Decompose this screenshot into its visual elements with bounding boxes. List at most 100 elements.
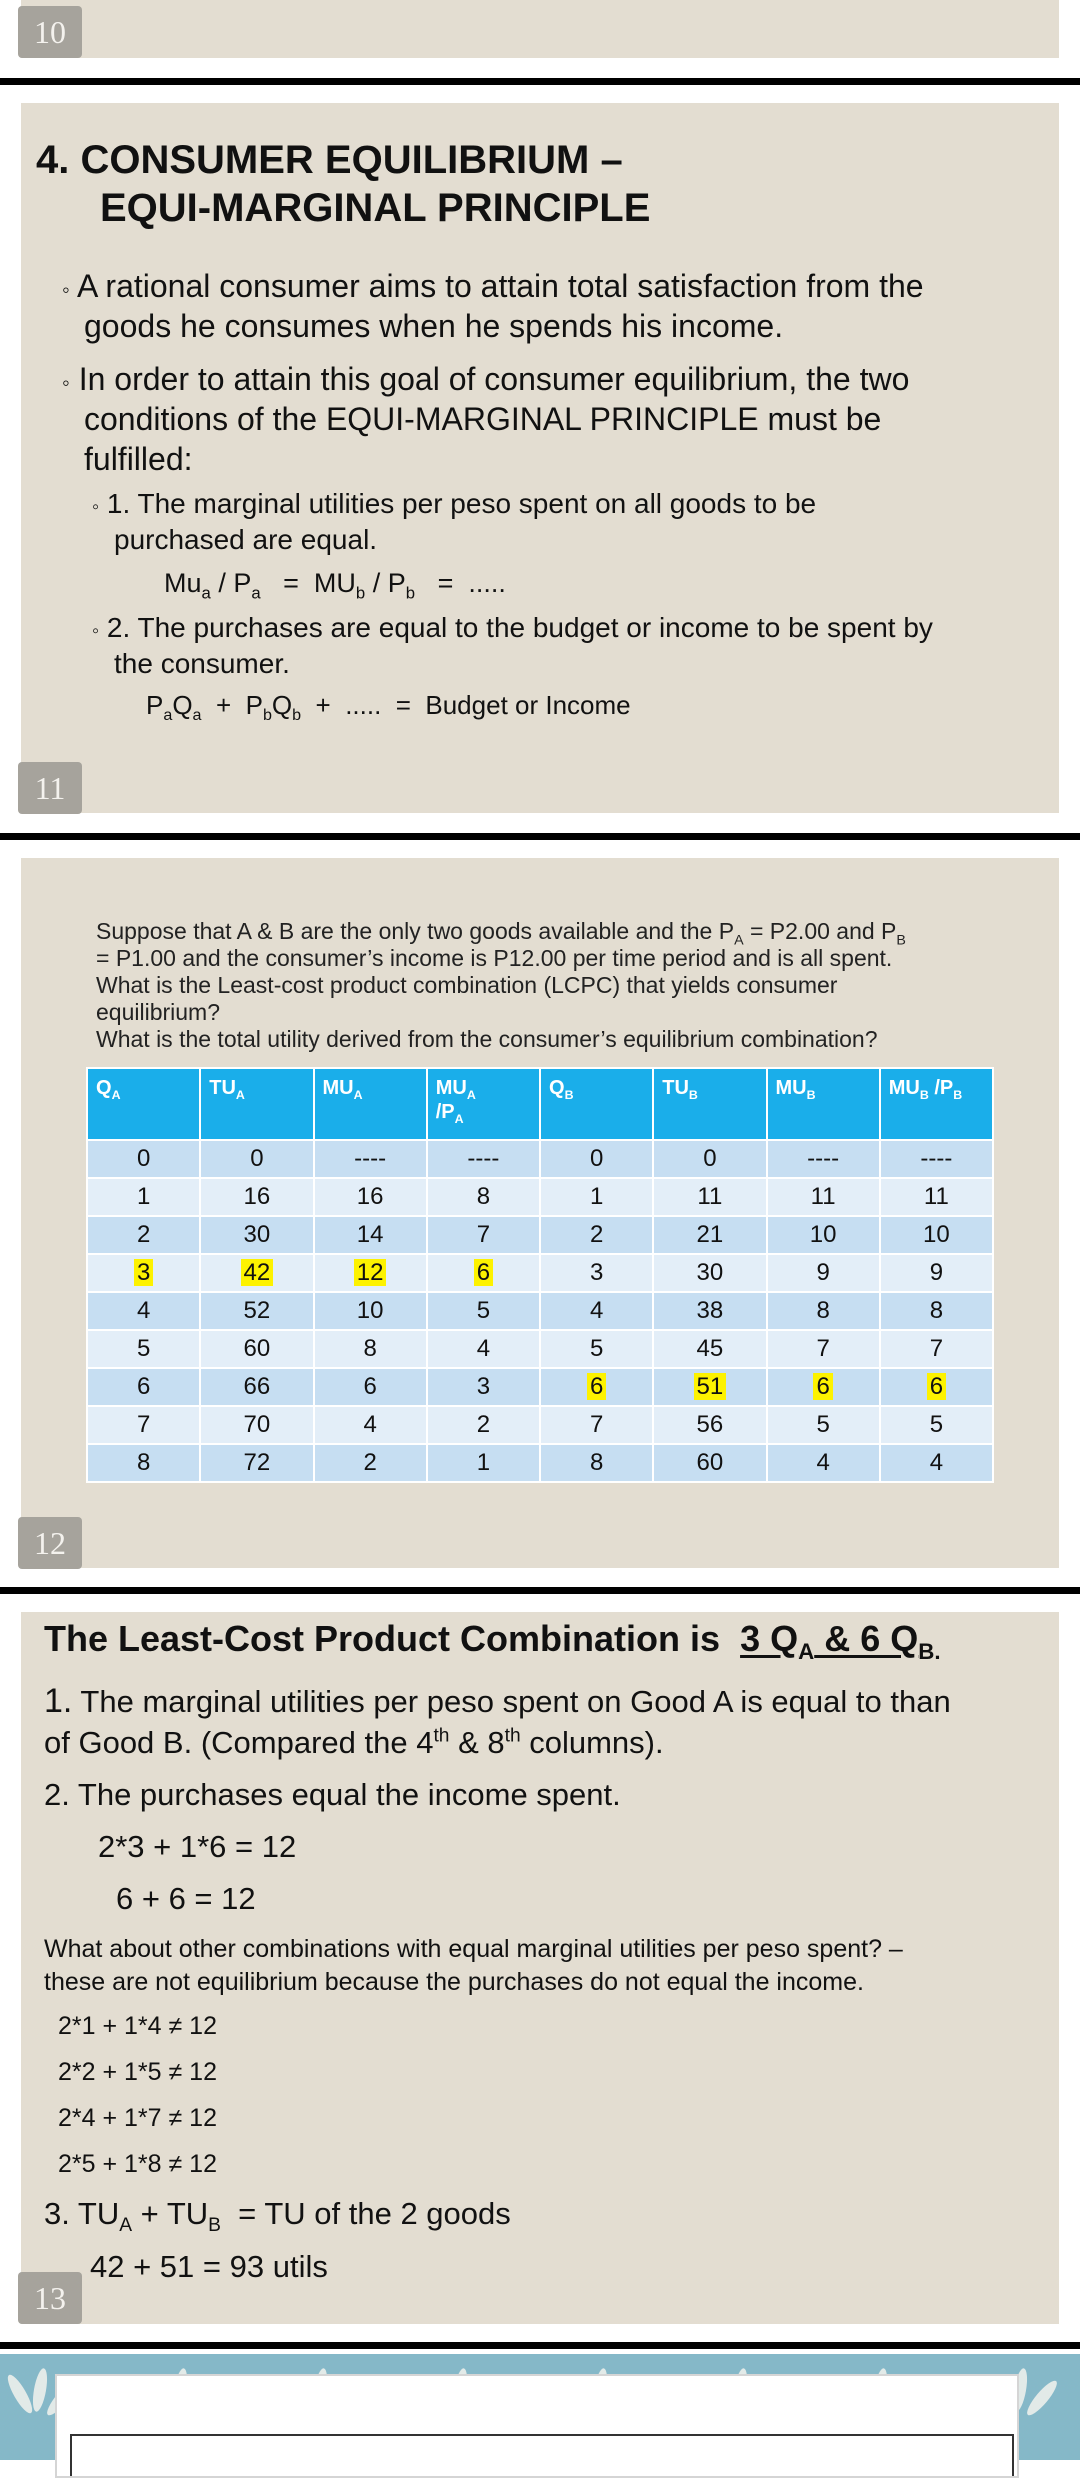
calc-line1: 2*3 + 1*6 = 12 — [98, 1829, 297, 1864]
col-tub: TUB — [652, 1067, 768, 1141]
table-cell: 11 — [652, 1177, 768, 1217]
bullet-marker: ◦ — [62, 370, 70, 395]
table-cell: 14 — [312, 1215, 428, 1255]
table-cell: 9 — [878, 1253, 995, 1293]
table-cell: 11 — [878, 1177, 995, 1217]
table-cell: 6 — [425, 1253, 542, 1293]
point-3: 3. TUA + TUB = TU of the 2 goods — [44, 2196, 511, 2237]
question-line2: = P1.00 and the consumer’s income is P12… — [96, 945, 893, 971]
bullet-1-line1: A rational consumer aims to attain total… — [76, 268, 924, 304]
table-row: 5 60 8 4 5 45 7 7 — [85, 1329, 995, 1369]
calc-line2: 6 + 6 = 12 — [116, 1881, 256, 1916]
slide-divider — [0, 833, 1080, 840]
col-mua-pa: MUA/PA — [425, 1067, 542, 1141]
col-qb: QB — [538, 1067, 655, 1141]
table-cell: 3 — [85, 1253, 202, 1293]
slide-title-line1: 4. CONSUMER EQUILIBRIUM – — [36, 138, 623, 182]
col-mub-pb: MUB /PB — [878, 1067, 995, 1141]
bullet-marker: ◦ — [92, 620, 100, 642]
table-cell: 8 — [765, 1291, 881, 1331]
table-cell: 60 — [199, 1329, 315, 1369]
point-1-line2: of Good B. (Compared the 4th & 8th colum… — [44, 1725, 664, 1760]
lcpc-title-text: The Least-Cost Product Combination is — [44, 1618, 721, 1659]
table-cell: 1 — [85, 1177, 202, 1217]
slide-divider — [0, 1587, 1080, 1594]
table-cell: 3 — [538, 1253, 655, 1293]
table-cell: 8 — [312, 1329, 428, 1369]
table-row-equilibrium-b: 6 66 6 3 6 51 6 6 — [85, 1367, 995, 1407]
table-cell: 4 — [538, 1291, 655, 1331]
table-cell: 72 — [199, 1443, 315, 1483]
point-1-number: 1. — [44, 1682, 73, 1720]
table-cell: 5 — [878, 1405, 995, 1445]
condition-1: ◦ 1. The marginal utilities per peso spe… — [92, 486, 816, 525]
question-text: Suppose that A & B are the only two good… — [96, 918, 735, 944]
slide-11 — [21, 103, 1059, 813]
table-cell: 6 — [765, 1367, 881, 1407]
bullet-marker: ◦ — [62, 277, 70, 302]
inequality-2: 2*2 + 1*5 ≠ 12 — [58, 2058, 217, 2086]
col-qa: QA — [85, 1067, 202, 1141]
bullet-2: ◦ In order to attain this goal of consum… — [62, 359, 909, 403]
table-cell: 7 — [425, 1215, 542, 1255]
condition-2-line2: the consumer. — [114, 648, 290, 679]
highlight: 42 — [240, 1259, 274, 1286]
table-cell: 3 — [425, 1367, 542, 1407]
bullet-2-line3: fulfilled: — [84, 441, 193, 477]
table-cell: 56 — [652, 1405, 768, 1445]
inequality-1: 2*1 + 1*4 ≠ 12 — [58, 2012, 217, 2040]
question-line5: What is the total utility derived from t… — [96, 1026, 878, 1052]
table-cell: ---- — [425, 1139, 542, 1179]
table-cell: 2 — [425, 1405, 542, 1445]
table-cell: 5 — [538, 1329, 655, 1369]
table-cell: 16 — [312, 1177, 428, 1217]
highlight: 6 — [813, 1373, 833, 1400]
utility-table: QA TUA MUA MUA/PA QB TUB MUB MUB /PB 0 0… — [85, 1067, 995, 1483]
table-cell: 0 — [652, 1139, 768, 1179]
condition-1-line2: purchased are equal. — [114, 524, 378, 555]
table-cell: 51 — [652, 1367, 768, 1407]
page-number-13: 13 — [18, 2272, 82, 2324]
table-cell: 0 — [538, 1139, 655, 1179]
table-row: 4 52 10 5 4 38 8 8 — [85, 1291, 995, 1331]
table-cell: 2 — [312, 1443, 428, 1483]
table-cell: 4 — [425, 1329, 542, 1369]
highlight: 51 — [693, 1373, 727, 1400]
slide-10 — [21, 0, 1059, 58]
table-header-row: QA TUA MUA MUA/PA QB TUB MUB MUB /PB — [85, 1067, 995, 1141]
col-mua: MUA — [312, 1067, 428, 1141]
table-cell: 7 — [85, 1405, 202, 1445]
table-row: 1 16 16 8 1 11 11 11 — [85, 1177, 995, 1217]
table-cell: ---- — [765, 1139, 881, 1179]
table-cell: 52 — [199, 1291, 315, 1331]
highlight: 6 — [586, 1373, 607, 1400]
table-cell: 10 — [312, 1291, 428, 1331]
slide-divider — [0, 78, 1080, 85]
table-cell: 60 — [652, 1443, 768, 1483]
bullet-1: ◦ A rational consumer aims to attain tot… — [62, 266, 924, 310]
bullet-2-line1: In order to attain this goal of consumer… — [78, 361, 910, 397]
table-cell: 16 — [199, 1177, 315, 1217]
table-cell: 42 — [199, 1253, 315, 1293]
equimarginal-formula: Mua / Pa = MUb / Pb = ..... — [164, 568, 506, 603]
point-1-line1: 1. The marginal utilities per peso spent… — [44, 1682, 951, 1721]
budget-formula: PaQa + PbQb + ..... = Budget or Income — [146, 690, 631, 725]
table-cell: 9 — [765, 1253, 881, 1293]
total-utility-calc: 42 + 51 = 93 utils — [90, 2249, 328, 2284]
condition-1-line1: 1. The marginal utilities per peso spent… — [106, 488, 817, 519]
table-cell: 2 — [538, 1215, 655, 1255]
page-number-12: 12 — [18, 1517, 82, 1569]
table-cell: 4 — [85, 1291, 202, 1331]
table-cell: 1 — [425, 1443, 542, 1483]
table-cell: 45 — [652, 1329, 768, 1369]
question-line3: What is the Least-cost product combinati… — [96, 972, 838, 998]
table-cell: 4 — [312, 1405, 428, 1445]
table-cell: 1 — [538, 1177, 655, 1217]
table-cell: 8 — [85, 1443, 202, 1483]
table-row: 0 0 ---- ---- 0 0 ---- ---- — [85, 1139, 995, 1179]
highlight: 12 — [353, 1259, 387, 1286]
question-line1: Suppose that A & B are the only two good… — [96, 918, 906, 949]
table-cell: 4 — [878, 1443, 995, 1483]
table-cell: 12 — [312, 1253, 428, 1293]
inequality-4: 2*5 + 1*8 ≠ 12 — [58, 2150, 217, 2178]
